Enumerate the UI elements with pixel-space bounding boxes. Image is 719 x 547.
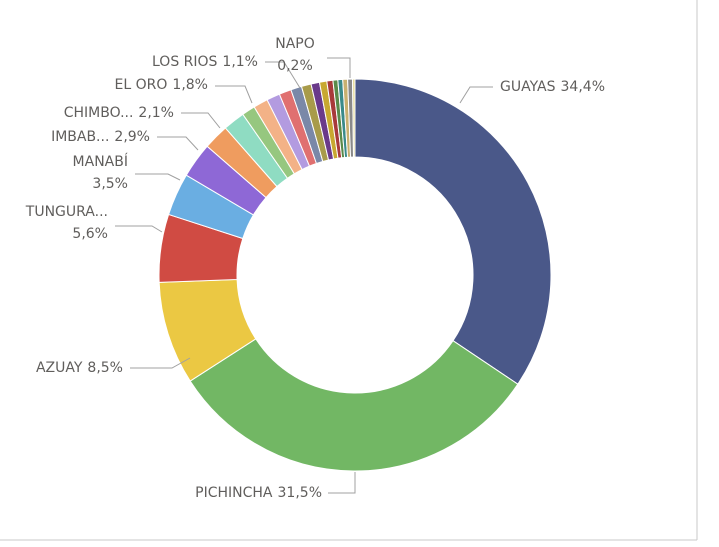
data-label-value: 0,2%: [277, 58, 313, 74]
data-label-category: PICHINCHA: [195, 485, 273, 501]
data-label-value: 2,9%: [114, 129, 150, 145]
data-label-category: TUNGURA...: [25, 204, 108, 220]
data-label-category: IMBAB...: [51, 129, 109, 145]
data-label: AZUAY 8,5%: [36, 360, 123, 376]
data-label-category: LOS RIOS: [152, 54, 218, 70]
data-label-category: GUAYAS: [500, 79, 556, 95]
data-label-value: 34,4%: [561, 79, 605, 95]
data-label-value: 8,5%: [87, 360, 123, 376]
data-label: LOS RIOS 1,1%: [152, 54, 258, 70]
donut-slice: [189, 338, 519, 472]
data-label-category: EL ORO: [115, 77, 168, 93]
leader-line: [328, 472, 356, 494]
data-label-category: NAPO: [275, 36, 315, 52]
leader-line: [327, 57, 351, 78]
donut-slice: [354, 78, 552, 385]
leader-line: [265, 61, 301, 89]
data-label: CHIMBO... 2,1%: [64, 105, 174, 121]
data-label-value: 5,6%: [72, 226, 108, 242]
leader-line: [157, 136, 199, 151]
data-label-value: 31,5%: [278, 485, 322, 501]
data-label: PICHINCHA 31,5%: [195, 485, 322, 501]
data-label: GUAYAS 34,4%: [500, 79, 605, 95]
data-label-category: MANABÍ: [73, 153, 128, 170]
data-label-value: 1,1%: [222, 54, 258, 70]
leader-line: [115, 225, 163, 233]
data-label-category: AZUAY: [36, 360, 83, 376]
data-label: EL ORO 1,8%: [115, 77, 208, 93]
data-label: IMBAB... 2,9%: [51, 129, 150, 145]
data-label-category: CHIMBO...: [64, 105, 134, 121]
data-label-value: 3,5%: [92, 176, 128, 192]
leader-line: [181, 112, 221, 129]
donut-slice: [352, 78, 356, 158]
data-label-value: 2,1%: [138, 105, 174, 121]
data-label-value: 1,8%: [172, 77, 208, 93]
leader-line: [130, 357, 191, 369]
leader-line: [459, 86, 493, 104]
leader-line: [135, 173, 181, 181]
leader-line: [215, 85, 253, 104]
